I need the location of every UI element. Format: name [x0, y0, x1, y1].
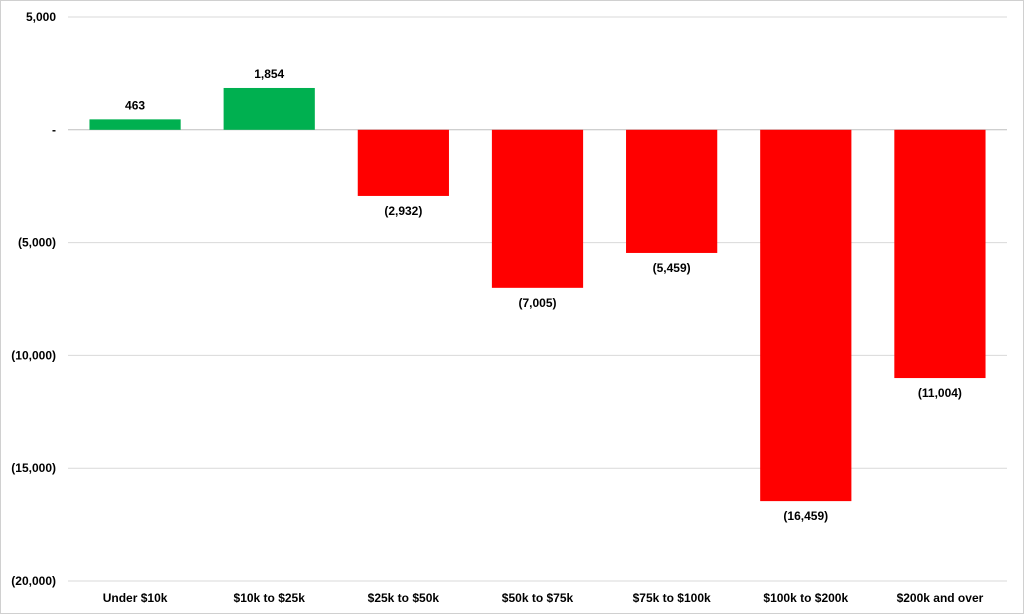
data-label: (5,459) — [653, 261, 691, 275]
data-label: (11,004) — [918, 386, 962, 400]
bars — [89, 87, 986, 502]
y-tick-label: (10,000) — [11, 348, 56, 362]
x-category-label: $10k to $25k — [234, 591, 306, 605]
y-tick-label: - — [52, 123, 56, 137]
data-label: (7,005) — [518, 296, 556, 310]
data-label: (16,459) — [783, 509, 828, 523]
data-label: 1,854 — [254, 67, 284, 81]
x-category-label: $25k to $50k — [368, 591, 440, 605]
data-label: (2,932) — [384, 204, 422, 218]
y-tick-label: (15,000) — [11, 461, 56, 475]
y-tick-label: (20,000) — [11, 574, 56, 588]
y-axis-tick-labels: 5,000 - (5,000) (10,000) (15,000) (20,000) — [11, 10, 56, 588]
x-category-label: $75k to $100k — [633, 591, 711, 605]
bar — [894, 129, 986, 379]
data-label: 463 — [125, 98, 145, 112]
y-tick-label: (5,000) — [18, 236, 56, 250]
bar — [626, 129, 718, 253]
y-tick-label: 5,000 — [26, 10, 56, 24]
x-category-label: $50k to $75k — [502, 591, 574, 605]
bar — [491, 129, 584, 288]
x-category-label: $100k to $200k — [763, 591, 848, 605]
bar — [760, 129, 852, 502]
bar — [357, 129, 449, 196]
x-category-label: Under $10k — [103, 591, 168, 605]
x-category-label: $200k and over — [897, 591, 984, 605]
bar — [89, 119, 181, 130]
x-axis-category-labels: Under $10k $10k to $25k $25k to $50k $50k t… — [103, 591, 984, 605]
data-labels: 463 1,854 (2,932) (7,005) (5,459) (16,459) (11… — [125, 67, 962, 523]
bar — [223, 87, 315, 130]
